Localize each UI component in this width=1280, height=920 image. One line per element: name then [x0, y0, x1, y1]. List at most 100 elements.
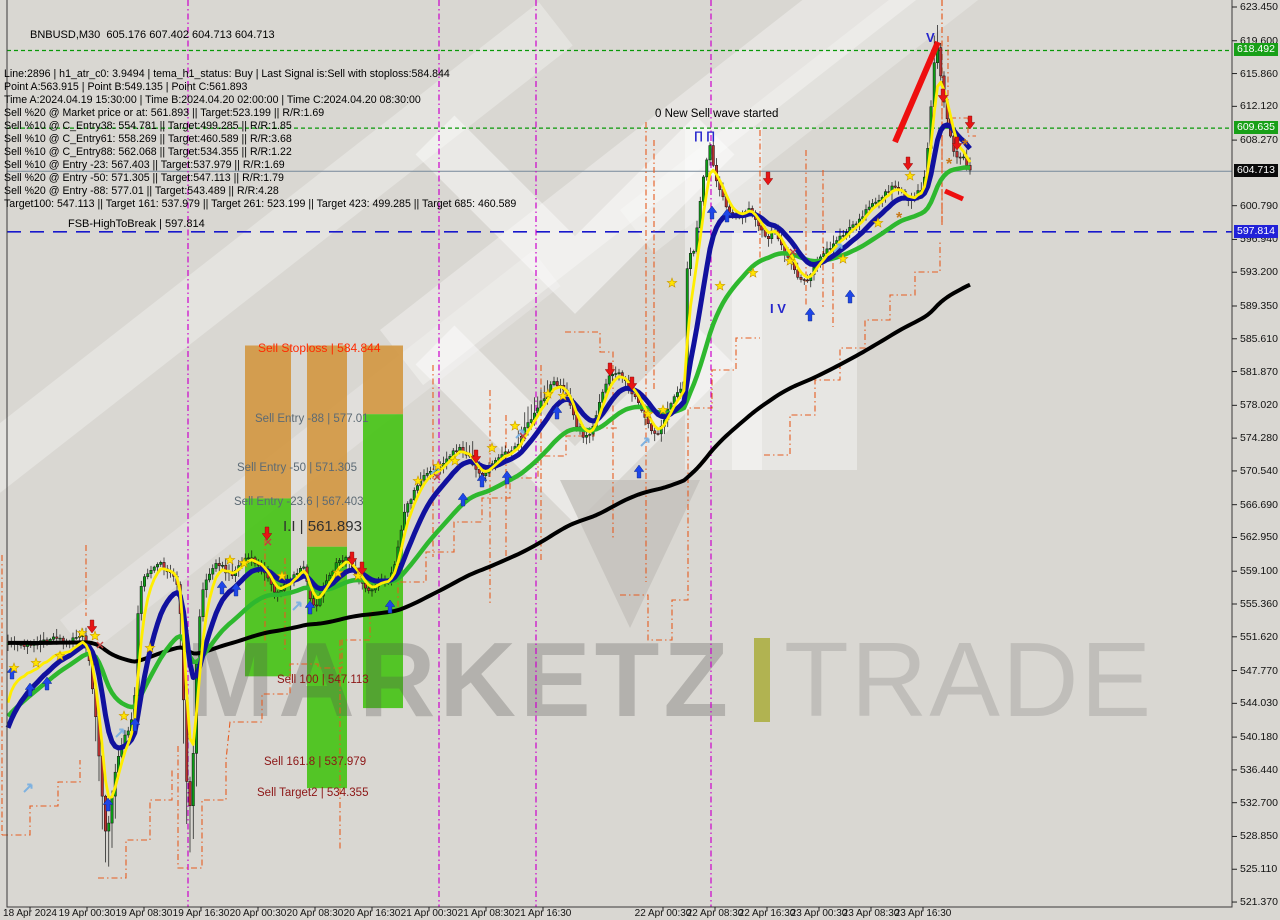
- sell-stoploss-zone[interactable]: [307, 345, 347, 547]
- time-tick-label[interactable]: 20 Apr 08:30: [286, 908, 344, 919]
- asterisk-icon: *: [896, 210, 903, 227]
- box-label: Sell Entry -23.6 | 567.403: [234, 496, 364, 508]
- buy-arrow-icon: [230, 582, 242, 597]
- asterisk-icon: *: [962, 137, 969, 154]
- star-icon: [352, 570, 364, 581]
- breakout-arrow-icon: [833, 243, 843, 253]
- star-icon: [332, 567, 344, 578]
- price-tick-label: 551.620: [1240, 630, 1278, 643]
- sell-arrow-icon: [346, 551, 358, 566]
- sell-stoploss-zone[interactable]: [245, 345, 291, 499]
- star-icon: [486, 442, 498, 453]
- star-icon: [449, 455, 461, 466]
- x-mark-icon: [96, 641, 104, 649]
- box-label: Sell Entry -50 | 571.305: [237, 462, 357, 474]
- x-mark-icon: [433, 473, 441, 481]
- price-tick-label: 608.270: [1240, 134, 1278, 147]
- price-tick-label: 544.030: [1240, 697, 1278, 710]
- annotation-label: FSB-HighToBreak | 597.814: [68, 218, 205, 230]
- time-tick-label[interactable]: 21 Apr 16:30: [514, 908, 572, 919]
- time-tick-label[interactable]: 20 Apr 00:30: [229, 908, 287, 919]
- time-axis[interactable]: 18 Apr 2024 19 Apr 00:30 19 Apr 08:30 19 Ap…: [0, 906, 1232, 920]
- breakout-arrow-icon: [640, 437, 650, 447]
- time-tick-label[interactable]: 21 Apr 08:30: [457, 908, 515, 919]
- time-tick-label[interactable]: 19 Apr 00:30: [58, 908, 116, 919]
- star-icon: [904, 170, 916, 181]
- breakout-arrow-icon: [515, 429, 525, 439]
- buy-arrow-icon: [216, 580, 228, 595]
- buy-arrow-icon: [804, 307, 816, 322]
- mini-trend-line[interactable]: [943, 188, 965, 202]
- price-axis[interactable]: 623.450 619.600 615.860 612.120 608.270 600.7…: [1233, 0, 1280, 908]
- star-icon: [118, 710, 130, 721]
- box-label: Sell Entry -88 | 577.01: [255, 413, 369, 425]
- stop-line: [98, 768, 173, 879]
- sell-arrow-icon: [964, 115, 976, 130]
- time-tick-label[interactable]: 22 Apr 16:30: [738, 908, 796, 919]
- breakout-arrow-icon: [23, 783, 33, 793]
- star-icon: [144, 642, 156, 653]
- star-icon: [276, 570, 288, 581]
- time-tick-label[interactable]: 22 Apr 08:30: [686, 908, 744, 919]
- star-icon: [657, 404, 669, 415]
- buy-arrow-icon: [501, 470, 513, 485]
- price-tick-label: 574.280: [1240, 432, 1278, 445]
- stop-line: [177, 427, 618, 869]
- ma-yellow: [6, 80, 972, 799]
- price-badge: 604.713: [1234, 164, 1278, 178]
- box-label: Sell Target2 | 534.355: [257, 787, 368, 799]
- buy-arrow-icon: [102, 797, 114, 812]
- info-line: Time A:2024.04.19 15:30:00 | Time B:2024…: [4, 94, 421, 106]
- sell-arrow-icon: [86, 619, 98, 634]
- star-icon: [54, 650, 66, 661]
- sell-stoploss-zone[interactable]: [363, 345, 403, 415]
- symbol-title: BNBUSD,M30 605.176 607.402 604.713 604.7…: [30, 29, 275, 41]
- price-tick-label: 589.350: [1240, 299, 1278, 312]
- price-tick-label: 581.870: [1240, 365, 1278, 378]
- star-icon: [837, 253, 849, 264]
- info-line: Point A:563.915 | Point B:549.135 | Poin…: [4, 81, 248, 93]
- watermark-divider: [754, 638, 770, 722]
- star-icon: [784, 255, 796, 266]
- asterisk-icon: *: [946, 156, 953, 173]
- price-badge: 597.814: [1234, 224, 1278, 238]
- time-tick-label[interactable]: 23 Apr 16:30: [894, 908, 952, 919]
- price-badge: 609.635: [1234, 121, 1278, 135]
- star-icon: [542, 388, 554, 399]
- time-tick-label[interactable]: 19 Apr 16:30: [172, 908, 230, 919]
- buy-arrow-icon: [633, 464, 645, 479]
- price-tick-label: 555.360: [1240, 598, 1278, 610]
- buy-arrow-icon: [41, 676, 53, 691]
- buy-arrow-icon: [457, 492, 469, 507]
- buy-arrow-icon: [551, 405, 563, 420]
- sell-target-zone[interactable]: [363, 414, 403, 709]
- buy-arrow-icon: [706, 205, 718, 220]
- star-icon: [557, 390, 569, 401]
- buy-arrow-icon: [384, 599, 396, 614]
- time-tick-label[interactable]: 23 Apr 00:30: [790, 908, 848, 919]
- info-line: Sell %10 @ C_Entry38: 554.781 || Target:…: [4, 120, 292, 132]
- time-tick-label[interactable]: 20 Apr 16:30: [343, 908, 401, 919]
- box-label: Sell Stoploss | 584.844: [258, 341, 381, 355]
- time-tick-label[interactable]: 22 Apr 00:30: [634, 908, 692, 919]
- watermark-text-left: MARKETZ: [186, 621, 732, 739]
- price-tick-label: 559.100: [1240, 565, 1278, 578]
- x-mark-icon: [264, 538, 272, 546]
- info-panel: BNBUSD,M30 605.176 607.402 604.713 604.7…: [4, 3, 516, 211]
- price-tick-label: 593.200: [1240, 266, 1278, 279]
- star-icon: [642, 408, 654, 419]
- stop-line: [764, 240, 941, 456]
- background-swoosh: [0, 2, 573, 514]
- price-tick-label: 600.790: [1240, 199, 1278, 212]
- buy-arrow-icon: [304, 600, 316, 615]
- time-tick-label[interactable]: 18 Apr 2024: [3, 908, 57, 919]
- buy-arrow-icon: [476, 473, 488, 488]
- time-tick-label[interactable]: 19 Apr 08:30: [115, 908, 173, 919]
- signal-marks: * * *: [6, 88, 976, 812]
- time-tick-label[interactable]: 23 Apr 08:30: [842, 908, 900, 919]
- sell-arrow-icon: [626, 376, 638, 391]
- trend-line-red[interactable]: [892, 40, 941, 144]
- star-icon: [509, 420, 521, 431]
- time-tick-label[interactable]: 21 Apr 00:30: [400, 908, 458, 919]
